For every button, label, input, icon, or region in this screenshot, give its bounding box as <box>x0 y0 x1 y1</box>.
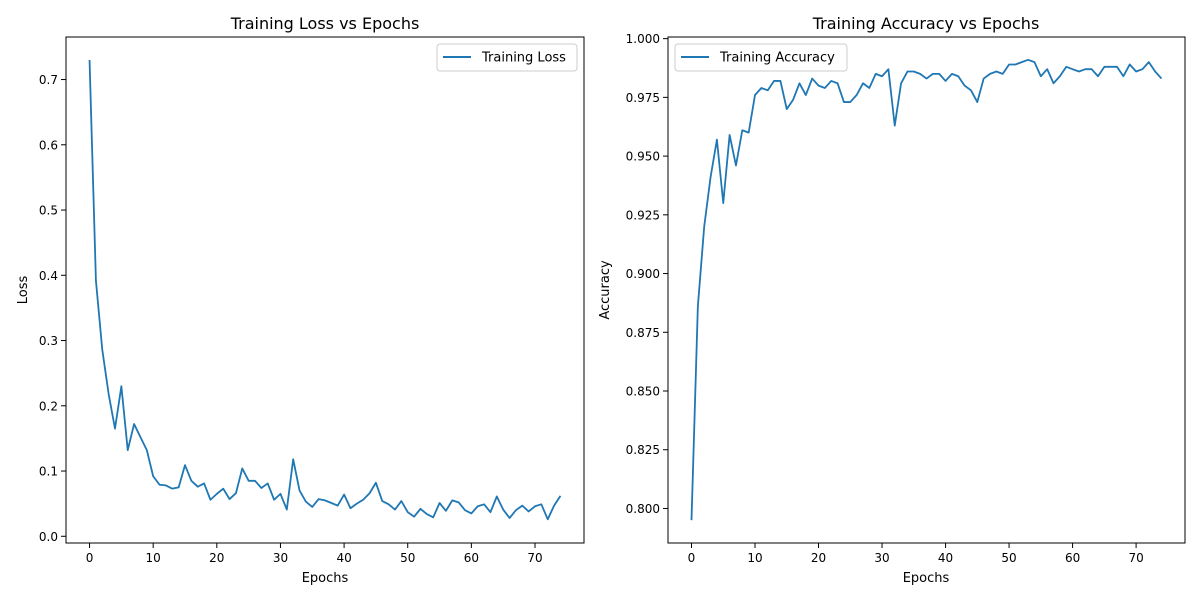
loss-y-axis-label: Loss <box>16 276 31 305</box>
accuracy-y-tick-label-0: 0.800 <box>626 502 660 516</box>
loss-chart-title: Training Loss vs Epochs <box>230 14 420 33</box>
loss-x-tick-label-2: 20 <box>209 551 224 565</box>
accuracy-x-tick-label-3: 30 <box>874 551 889 565</box>
accuracy-chart: Training Accuracy vs Epochs 0 10 20 30 40 50 6… <box>598 14 1186 586</box>
accuracy-x-tick-label-7: 70 <box>1128 551 1143 565</box>
accuracy-legend-label: Training Accuracy <box>719 51 835 66</box>
loss-x-tick-label-4: 40 <box>336 551 351 565</box>
loss-x-tick-label-7: 70 <box>527 551 542 565</box>
accuracy-y-tick-label-5: 0.925 <box>626 208 660 222</box>
loss-y-tick-label-0: 0.0 <box>39 530 58 544</box>
accuracy-x-tick-label-5: 50 <box>1001 551 1016 565</box>
loss-chart-ticks: 0 10 20 30 40 50 60 70 0.0 0.1 0.2 0.3 0.4 0.5 0.6 0.7 <box>39 73 543 565</box>
accuracy-chart-marks <box>690 58 1163 521</box>
loss-y-tick-label-7: 0.7 <box>39 73 58 87</box>
accuracy-x-tick-label-4: 40 <box>938 551 953 565</box>
accuracy-plot-frame <box>667 36 1186 544</box>
accuracy-y-tick-label-3: 0.875 <box>626 326 660 340</box>
accuracy-x-tick-label-1: 10 <box>747 551 762 565</box>
loss-y-tick-label-6: 0.6 <box>39 138 58 152</box>
loss-series-line-0 <box>88 59 562 521</box>
accuracy-x-tick-label-6: 60 <box>1065 551 1080 565</box>
loss-y-tick-label-3: 0.3 <box>39 334 58 348</box>
accuracy-y-tick-label-8: 1.000 <box>626 32 660 46</box>
loss-y-tick-label-1: 0.1 <box>39 465 58 479</box>
loss-y-tick-label-2: 0.2 <box>39 399 58 413</box>
accuracy-series-line-0 <box>690 58 1163 521</box>
loss-chart: Training Loss vs Epochs 0 10 20 30 40 50 60 700… <box>16 14 585 586</box>
loss-y-tick-label-4: 0.4 <box>39 269 58 283</box>
loss-x-tick-label-1: 10 <box>146 551 161 565</box>
accuracy-chart-title: Training Accuracy vs Epochs <box>812 14 1040 33</box>
accuracy-legend-box <box>674 43 848 72</box>
loss-legend-box <box>436 43 578 72</box>
loss-y-tick-label-5: 0.5 <box>39 204 58 218</box>
loss-x-tick-label-3: 30 <box>273 551 288 565</box>
loss-plot-frame <box>65 36 585 544</box>
loss-legend-label: Training Loss <box>481 51 566 66</box>
accuracy-x-tick-label-2: 20 <box>811 551 826 565</box>
accuracy-y-tick-label-2: 0.850 <box>626 385 660 399</box>
loss-x-tick-label-5: 50 <box>400 551 415 565</box>
accuracy-chart-ticks: 0 10 20 30 40 50 60 70 0.800 0.825 0.850 0.875 0.900… <box>626 32 1144 565</box>
loss-x-axis-label: Epochs <box>302 571 349 586</box>
accuracy-y-tick-label-6: 0.950 <box>626 150 660 164</box>
loss-x-tick-label-0: 0 <box>86 551 94 565</box>
accuracy-y-tick-label-7: 0.975 <box>626 91 660 105</box>
accuracy-legend: Training Accuracy <box>674 43 848 72</box>
accuracy-y-tick-label-1: 0.825 <box>626 443 660 457</box>
accuracy-x-tick-label-0: 0 <box>688 551 696 565</box>
loss-x-tick-label-6: 60 <box>464 551 479 565</box>
accuracy-y-axis-label: Accuracy <box>598 260 613 320</box>
loss-legend: Training Loss <box>436 43 578 72</box>
accuracy-x-axis-label: Epochs <box>903 571 950 586</box>
loss-chart-marks <box>88 59 562 521</box>
accuracy-y-tick-label-4: 0.900 <box>626 267 660 281</box>
